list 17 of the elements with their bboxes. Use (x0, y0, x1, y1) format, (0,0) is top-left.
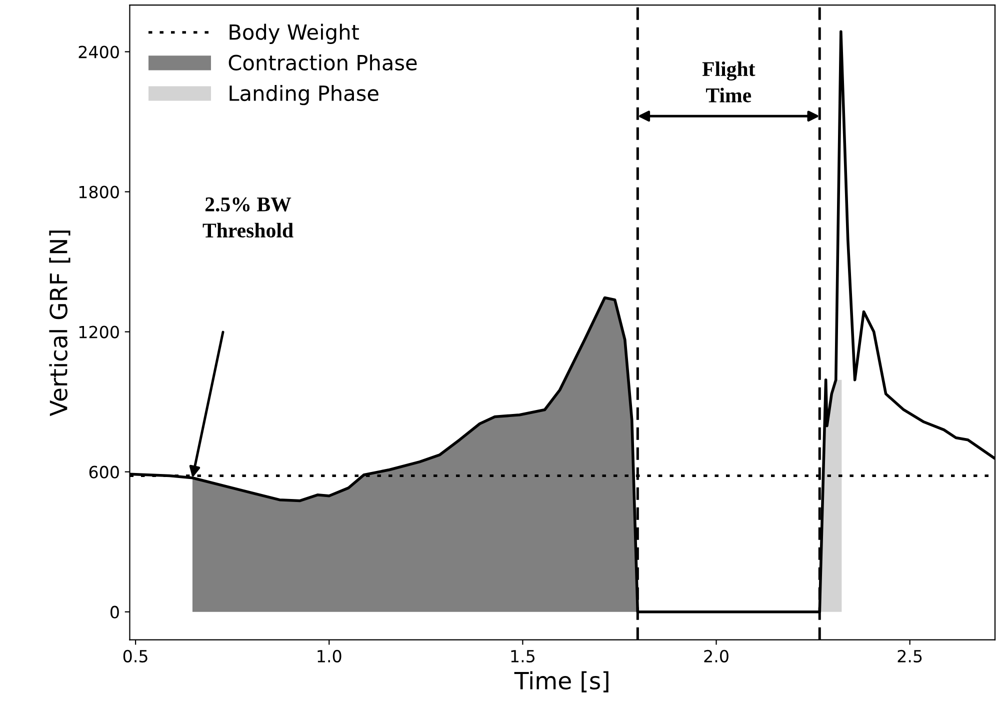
legend-label: Body Weight (230, 24, 359, 44)
y-tick-label: 600 (89, 466, 119, 478)
x-tick-label: 2.0 (704, 650, 728, 662)
x-tick-label: 2.5 (898, 650, 922, 662)
x-tick-label: 1.0 (318, 650, 342, 662)
y-tick-label: 1200 (79, 326, 119, 338)
annotation: Flight Time (702, 61, 756, 102)
annotation: 2.5% BW Threshold (202, 197, 294, 238)
legend-label: Landing Phase (230, 84, 378, 106)
legend-label: Contraction Phase (228, 54, 417, 71)
y-tick-label: 1800 (79, 186, 119, 198)
x-tick-label: 0.5 (123, 650, 148, 662)
y-tick-label: 0 (110, 606, 119, 618)
y-tick-label: 2400 (78, 46, 119, 58)
y-axis-title: Vertical GRF [N] (49, 230, 70, 416)
x-tick-label: 1.5 (511, 650, 534, 662)
x-axis-title: Time [s] (514, 671, 608, 692)
